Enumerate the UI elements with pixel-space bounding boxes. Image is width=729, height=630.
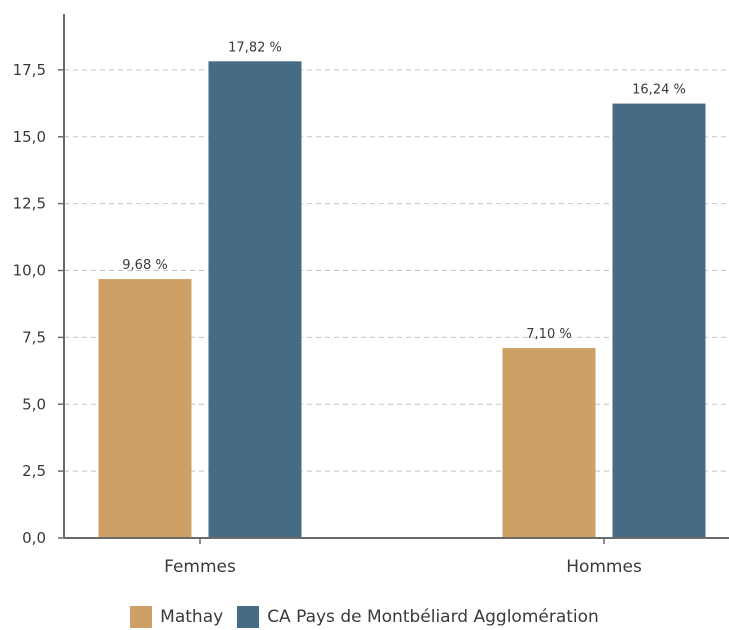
data-label: 17,82 % xyxy=(228,40,282,55)
bar-chart: 0,0 2,5 5,0 7,5 10,0 12,5 15,0 17,5 9,68 % 17,82… xyxy=(13,14,729,577)
y-tick-label: 17,5 xyxy=(13,61,46,79)
legend-label-ca-pays: CA Pays de Montbéliard Agglomération xyxy=(267,607,599,627)
y-axis-ticks: 0,0 2,5 5,0 7,5 10,0 12,5 15,0 17,5 xyxy=(13,61,64,547)
legend: Mathay CA Pays de Montbéliard Agglomérat… xyxy=(0,604,729,630)
y-tick-label: 10,0 xyxy=(13,262,46,280)
legend-item-mathay: Mathay xyxy=(130,606,223,628)
x-category-label: Hommes xyxy=(566,557,642,577)
x-axis-categories: Femmes Hommes xyxy=(164,538,642,577)
bar-ca-pays-femmes xyxy=(208,61,302,538)
bar-mathay-femmes xyxy=(98,279,192,538)
legend-label-mathay: Mathay xyxy=(160,607,224,627)
y-tick-label: 7,5 xyxy=(22,328,46,346)
data-label: 16,24 % xyxy=(632,83,686,98)
data-labels: 9,68 % 17,82 % 7,10 % 16,24 % xyxy=(122,40,686,342)
legend-item-ca-pays: CA Pays de Montbéliard Agglomération xyxy=(237,606,599,628)
data-label: 7,10 % xyxy=(526,327,571,342)
bars xyxy=(98,61,706,538)
legend-swatch-mathay xyxy=(130,606,153,628)
y-tick-label: 12,5 xyxy=(13,195,46,213)
data-label: 9,68 % xyxy=(122,258,167,273)
y-tick-label: 0,0 xyxy=(22,529,46,547)
bar-ca-pays-hommes xyxy=(612,103,706,538)
legend-swatch-ca-pays xyxy=(237,606,260,628)
y-tick-label: 15,0 xyxy=(13,128,46,146)
bar-mathay-hommes xyxy=(502,348,596,538)
y-tick-label: 2,5 xyxy=(22,462,46,480)
x-category-label: Femmes xyxy=(164,557,236,577)
y-tick-label: 5,0 xyxy=(22,395,46,413)
